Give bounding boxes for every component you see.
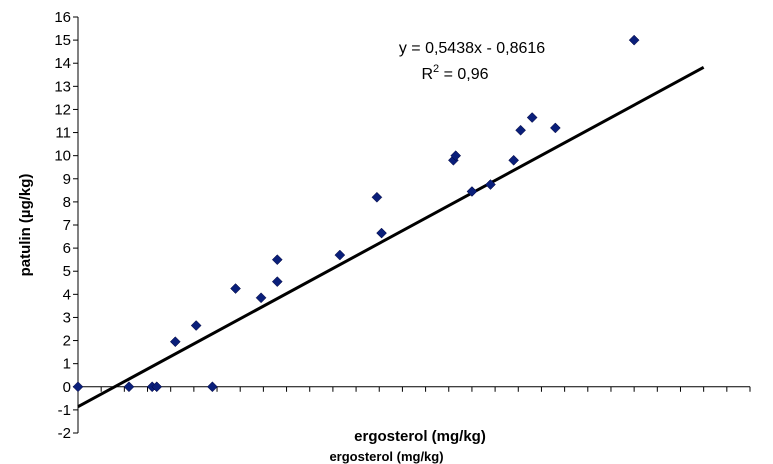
y-tick-label: 7: [63, 217, 71, 234]
data-point: [371, 191, 383, 203]
data-point: [271, 276, 283, 287]
data-point: [549, 122, 561, 134]
data-point: [255, 292, 267, 304]
y-tick-label: -1: [58, 402, 71, 419]
r-squared-label: R2 = 0,96: [421, 63, 488, 83]
data-point: [271, 254, 283, 266]
y-tick-label: 6: [63, 240, 71, 257]
data-point: [376, 227, 387, 239]
data-point: [207, 381, 218, 393]
data-points: [72, 34, 640, 393]
data-point: [450, 150, 462, 162]
trendline-equation: y = 0,5438x - 0,8616: [399, 40, 545, 57]
data-point: [628, 34, 640, 46]
data-point: [72, 381, 84, 393]
y-tick-label: 8: [63, 194, 71, 211]
y-tick-label: 9: [63, 171, 71, 188]
y-tick-label: 1: [63, 356, 71, 373]
data-point: [526, 112, 538, 123]
y-tick-label: 16: [54, 9, 71, 26]
y-axis-title: patulin (µg/kg): [17, 174, 34, 277]
y-tick-label: 11: [55, 125, 71, 142]
data-point: [151, 381, 163, 393]
data-point: [334, 249, 346, 261]
data-point: [508, 154, 519, 166]
y-tick-label: 13: [54, 78, 71, 95]
data-point: [230, 283, 241, 294]
y-tick-label: 2: [63, 333, 71, 350]
y-tick-label: -2: [58, 425, 71, 442]
y-tick-label: 0: [63, 379, 71, 396]
data-point: [123, 381, 135, 393]
y-tick-label: 5: [63, 263, 71, 280]
data-point: [466, 186, 478, 197]
y-tick-label: 14: [54, 55, 71, 72]
data-point: [190, 320, 202, 331]
y-tick-label: 3: [63, 309, 71, 326]
data-point: [515, 124, 526, 136]
y-tick-label: 12: [54, 101, 71, 118]
x-axis-title: ergosterol (mg/kg): [354, 428, 486, 445]
data-point: [169, 336, 181, 348]
axes: [73, 16, 751, 434]
y-tick-label: 10: [54, 148, 71, 165]
trendline: [77, 66, 705, 409]
data-point: [485, 179, 496, 190]
y-tick-label: 15: [54, 32, 71, 49]
y-tick-label: 4: [63, 286, 71, 303]
